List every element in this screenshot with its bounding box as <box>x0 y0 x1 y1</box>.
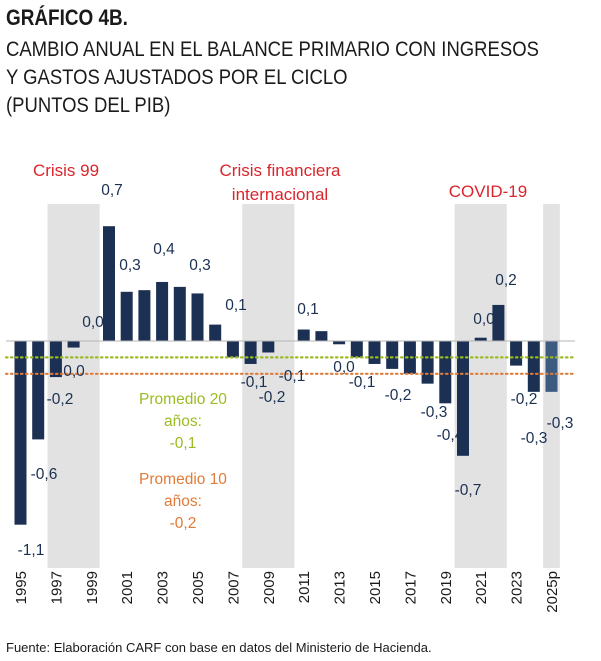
x-tick-2005: 2005 <box>190 571 207 604</box>
annotations: Crisis 99 Crisis financiera internacional C… <box>33 161 527 204</box>
x-axis-ticks: 1995 1997 1999 2001 2003 2005 2007 2009 2011 2013… <box>13 571 561 613</box>
data-label-1995: -1,1 <box>18 542 45 559</box>
bar-2011 <box>297 329 310 341</box>
bar-2012 <box>315 331 328 341</box>
bar-2000 <box>103 226 115 341</box>
reference-label-0-2: -0,1 <box>170 435 197 452</box>
data-label-2020: -0,7 <box>455 482 482 499</box>
x-tick-2013: 2013 <box>332 571 349 604</box>
bar-2002 <box>138 290 151 341</box>
x-tick-1999: 1999 <box>84 571 101 604</box>
x-tick-2015: 2015 <box>367 571 384 604</box>
bar-1996 <box>32 341 45 440</box>
bar-2020 <box>457 341 469 456</box>
chart-title: GRÁFICO 4B. <box>6 5 128 30</box>
data-label-2016: -0,2 <box>385 387 412 404</box>
data-label-2001: 0,3 <box>119 257 141 274</box>
data-label-2003: 0,4 <box>153 241 175 258</box>
reference-label-0-1: años: <box>164 413 202 430</box>
data-label-2005: 0,3 <box>189 257 211 274</box>
bar-2022 <box>492 304 505 341</box>
bar-2004 <box>173 286 186 341</box>
data-label-1998: 0,0 <box>63 363 85 380</box>
x-tick-2009: 2009 <box>261 571 278 604</box>
bar-2018 <box>421 341 434 384</box>
chart-subtitle-line-1: CAMBIO ANUAL EN EL BALANCE PRIMARIO CON … <box>6 37 539 61</box>
x-tick-2003: 2003 <box>155 571 172 604</box>
bar-2009 <box>262 341 275 353</box>
bar-2007 <box>226 341 239 358</box>
data-label-2006: 0,1 <box>225 297 247 314</box>
shaded-periods <box>47 204 560 568</box>
period-label-1-1: internacional <box>232 185 328 204</box>
data-label-1999: 0,0 <box>82 314 104 331</box>
data-label-2023: -0,2 <box>511 391 538 408</box>
data-labels: -1,1-0,6-0,20,00,00,70,30,40,30,1-0,1-0,… <box>18 182 574 559</box>
period-label-0-0: Crisis 99 <box>33 161 99 180</box>
data-label-1996: -0,6 <box>31 466 58 483</box>
bar-2014 <box>350 341 363 358</box>
bar-series <box>14 226 558 525</box>
x-tick-2023: 2023 <box>509 571 526 604</box>
x-tick-2021: 2021 <box>473 571 490 604</box>
bar-1998 <box>67 341 80 348</box>
period-label-2-0: COVID-19 <box>449 182 527 201</box>
reference-label-1-0: Promedio 10 <box>139 471 227 488</box>
chart-subtitle-line-3: (PUNTOS DEL PIB) <box>6 93 171 117</box>
reference-label-1-2: -0,2 <box>170 515 197 532</box>
data-label-2008: -0,2 <box>259 389 286 406</box>
bar-1997 <box>49 341 62 378</box>
x-tick-1997: 1997 <box>48 571 65 604</box>
x-tick-2017: 2017 <box>402 571 419 604</box>
data-label-2019: -0,4 <box>437 427 464 444</box>
bar-2015 <box>368 341 381 364</box>
bar-2025p <box>545 341 558 392</box>
source-note: Fuente: Elaboración CARF con base en dat… <box>6 640 432 655</box>
data-label-2011: 0,1 <box>297 301 319 318</box>
chart-subtitle-line-2: Y GASTOS AJUSTADOS POR EL CICLO <box>6 65 348 89</box>
x-tick-1995: 1995 <box>13 571 30 604</box>
data-label-2021: 0,0 <box>473 311 495 328</box>
period-label-1-0: Crisis financiera <box>220 161 341 180</box>
data-label-2007: -0,1 <box>241 374 268 391</box>
bar-2006 <box>209 324 222 341</box>
bar-2003 <box>156 281 169 341</box>
data-label-2000: 0,7 <box>101 182 123 199</box>
bar-2013 <box>333 341 346 345</box>
bar-2021 <box>474 337 487 341</box>
x-tick-2011: 2011 <box>296 571 313 603</box>
data-label-2018: -0,3 <box>421 404 448 421</box>
bar-2019 <box>439 341 452 404</box>
reference-lines: Promedio 20 años: -0,1 Promedio 10 años: -0,2 <box>4 356 577 532</box>
data-label-2022: 0,2 <box>495 272 517 289</box>
data-label-1997: -0,2 <box>47 391 74 408</box>
reference-label-1-1: años: <box>164 493 202 510</box>
data-label-2009: -0,1 <box>279 368 306 385</box>
data-label-2013: 0,0 <box>333 359 355 376</box>
data-label-2014: -0,1 <box>349 374 376 391</box>
data-label-2025p: -0,3 <box>547 415 574 432</box>
bar-2005 <box>191 293 204 341</box>
bar-2023 <box>510 341 523 366</box>
data-label-2024: -0,3 <box>521 430 548 447</box>
bar-1995 <box>14 341 27 525</box>
x-tick-2001: 2001 <box>119 571 136 604</box>
shaded-period-1 <box>242 204 295 568</box>
bar-2008 <box>244 341 257 364</box>
reference-label-0-0: Promedio 20 <box>139 391 227 408</box>
bar-2016 <box>386 341 399 369</box>
bar-2024 <box>527 341 540 392</box>
x-tick-2007: 2007 <box>225 571 242 604</box>
x-tick-2019: 2019 <box>438 571 455 604</box>
shaded-period-0 <box>47 204 100 568</box>
bar-2001 <box>120 291 133 341</box>
x-tick-2025p: 2025p <box>544 571 561 613</box>
